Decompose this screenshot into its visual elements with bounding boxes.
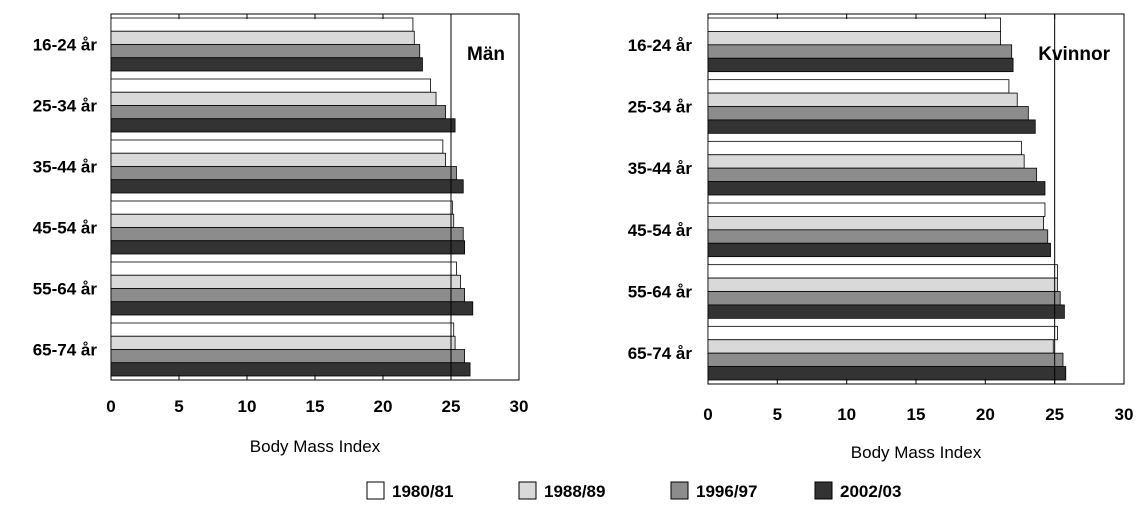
kvinnor-bar-1-3	[707, 119, 1036, 134]
man-bar-4-0	[110, 261, 457, 276]
kvinnor-bar-5-0	[707, 325, 1058, 341]
man-category-label: 16-24 år	[33, 36, 98, 55]
legend-label-2: 1996/97	[696, 482, 757, 501]
kvinnor-tick-label: 15	[907, 405, 926, 424]
man-bar-4-2	[110, 288, 466, 303]
kvinnor-bar-0-2	[707, 44, 1013, 59]
kvinnor-bar-4-1	[707, 277, 1058, 292]
man-bar-2-1	[110, 152, 446, 167]
kvinnor-bar-1-1	[707, 92, 1018, 107]
man-bar-3-0	[110, 200, 453, 215]
man-bar-0-3	[110, 57, 423, 72]
kvinnor-bar-3-3	[707, 242, 1051, 258]
legend-swatch-2	[670, 481, 689, 500]
kvinnor-bar-0-0	[707, 17, 1001, 32]
legend-swatch-0	[366, 481, 385, 500]
kvinnor-bar-5-3	[707, 366, 1067, 381]
legend-label-1: 1988/89	[544, 482, 605, 501]
man-bar-5-1	[110, 335, 456, 350]
man-bar-2-2	[110, 166, 457, 181]
man-bar-5-2	[110, 349, 466, 364]
man-category-label: 45-54 år	[33, 219, 98, 238]
man-bar-3-3	[110, 240, 466, 255]
kvinnor-tick-label: 25	[1045, 405, 1064, 424]
kvinnor-bar-2-0	[707, 140, 1022, 156]
kvinnor-tick-label: 10	[837, 405, 856, 424]
kvinnor-category-label: 25-34 år	[628, 98, 693, 117]
man-tick-label: 20	[374, 397, 393, 416]
man-tick-label: 5	[174, 397, 183, 416]
man-category-label: 35-44 år	[33, 158, 98, 177]
man-tick-label: 0	[106, 397, 115, 416]
man-bar-2-3	[110, 179, 464, 194]
kvinnor-bar-2-1	[707, 154, 1025, 169]
man-bar-1-3	[110, 118, 456, 133]
man-x-axis-label: Body Mass Index	[250, 437, 381, 456]
kvinnor-category-label: 35-44 år	[628, 159, 693, 178]
man-tick-label: 10	[238, 397, 257, 416]
man-bar-2-0	[110, 139, 444, 154]
legend-swatch-1	[518, 481, 537, 500]
man-bar-5-3	[110, 362, 471, 377]
man-category-label: 65-74 år	[33, 341, 98, 360]
man-bar-3-1	[110, 213, 455, 228]
kvinnor-bar-1-0	[707, 79, 1010, 94]
kvinnor-category-label: 55-64 år	[628, 283, 693, 302]
kvinnor-bar-2-2	[707, 167, 1038, 182]
kvinnor-bar-0-1	[707, 31, 1001, 46]
kvinnor-bar-1-2	[707, 106, 1029, 121]
kvinnor-tick-label: 0	[703, 405, 712, 424]
man-tick-label: 25	[442, 397, 461, 416]
kvinnor-x-axis-label: Body Mass Index	[851, 443, 982, 462]
kvinnor-bar-5-2	[707, 352, 1064, 367]
man-bar-4-3	[110, 301, 474, 316]
kvinnor-bar-3-0	[707, 202, 1046, 217]
man-panel-title: Män	[467, 44, 505, 65]
kvinnor-bar-4-0	[707, 264, 1058, 279]
man-bar-0-0	[110, 17, 414, 32]
kvinnor-bar-3-2	[707, 229, 1049, 244]
kvinnor-bar-3-1	[707, 216, 1044, 231]
man-category-label: 25-34 år	[33, 97, 98, 116]
kvinnor-tick-label: 30	[1115, 405, 1134, 424]
man-bar-4-1	[110, 274, 461, 289]
kvinnor-bar-2-3	[707, 181, 1046, 196]
man-bar-0-1	[110, 30, 415, 45]
kvinnor-bar-5-1	[707, 339, 1054, 354]
legend-label-0: 1980/81	[392, 482, 453, 501]
man-bar-1-0	[110, 78, 432, 93]
man-bar-1-2	[110, 105, 446, 120]
kvinnor-category-label: 45-54 år	[628, 221, 693, 240]
man-bar-5-0	[110, 322, 455, 337]
man-bar-3-2	[110, 227, 464, 242]
man-bar-1-1	[110, 91, 437, 106]
man-bar-0-2	[110, 44, 421, 59]
kvinnor-tick-label: 20	[976, 405, 995, 424]
kvinnor-bar-0-3	[707, 57, 1014, 73]
kvinnor-bar-4-3	[707, 304, 1065, 319]
kvinnor-bar-4-2	[707, 291, 1061, 306]
kvinnor-tick-label: 5	[773, 405, 782, 424]
man-tick-label: 30	[510, 397, 529, 416]
legend-swatch-3	[814, 481, 833, 500]
kvinnor-category-label: 65-74 år	[628, 344, 693, 363]
legend-label-3: 2002/03	[840, 482, 901, 501]
man-tick-label: 15	[306, 397, 325, 416]
kvinnor-category-label: 16-24 år	[628, 36, 693, 55]
kvinnor-panel-title: Kvinnor	[1038, 44, 1110, 65]
man-category-label: 55-64 år	[33, 280, 98, 299]
